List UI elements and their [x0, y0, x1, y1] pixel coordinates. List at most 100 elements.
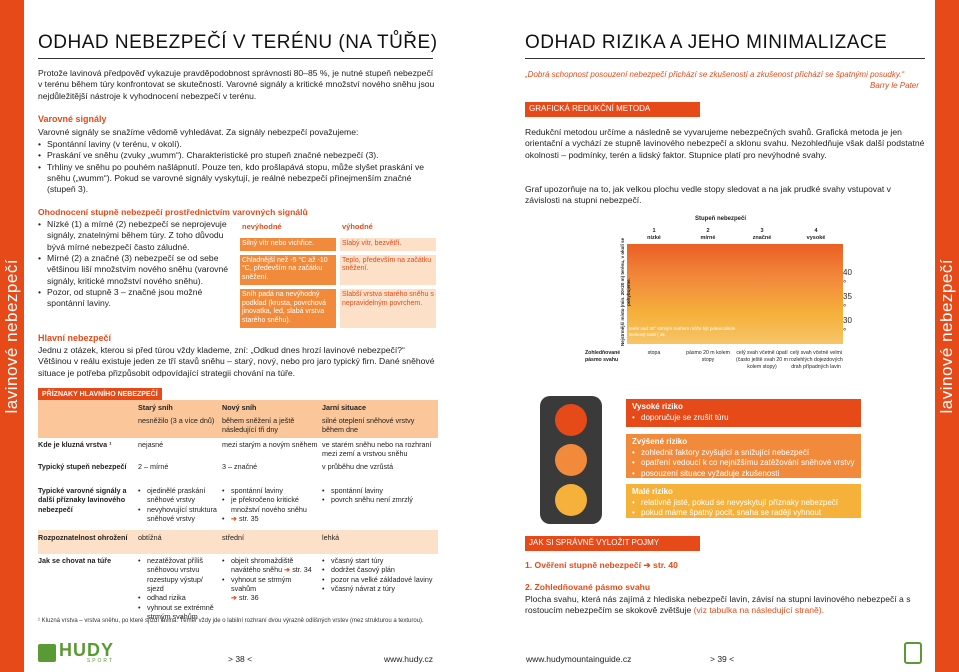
yellow-light-icon — [555, 484, 587, 516]
risk-elevated: Zvýšené riziko zohlednit faktory zvyšují… — [626, 434, 861, 480]
angle-35: 35 ° — [605, 292, 620, 301]
side-label-left: lavinové nebezpečí — [1, 258, 21, 414]
step-2: 2. Zohledňované pásmo svahu — [525, 582, 651, 592]
level-num: 1 — [652, 228, 656, 234]
method-label: GRAFICKÁ REDUKČNÍ METODA — [525, 102, 700, 117]
page-number-right: > 39 < — [710, 654, 735, 664]
inner-note: terén nad 30° strmým svahem může být pot… — [629, 326, 736, 337]
estimate-list: Nízké (1) a mírné (2) nebezpečí se nepro… — [38, 219, 233, 310]
hudy-logo[interactable]: HUDY SPORT — [38, 641, 114, 665]
risk-item: pokud máme špatný pocit, snaha se raději… — [632, 508, 855, 519]
estimate-item: Mírné (2) a značné (3) nebezpečí se od s… — [38, 253, 233, 287]
url-right[interactable]: www.hudymountainguide.cz — [526, 654, 632, 664]
url-left[interactable]: www.hudy.cz — [384, 654, 433, 664]
level-name: mírné — [700, 235, 716, 242]
step-1-text: 1. Ověření stupně nebezpečí — [525, 560, 642, 570]
risk-high: Vysoké riziko doporučuje se zrušit túru — [626, 399, 861, 427]
zone-cell: celý svah včetně úpatí (často ještě svah… — [736, 350, 788, 370]
cell-item: spontánní laviny — [322, 486, 434, 496]
traffic-light-icon — [540, 396, 602, 524]
cell-item: odhad rizika — [138, 593, 220, 603]
unfavorable-cell: Chladnější než -5 °C až -10 °C, předevší… — [240, 254, 336, 285]
angle-30: 30 ° — [605, 316, 620, 325]
page-ref[interactable]: str. 36 — [239, 593, 259, 603]
angle-35-right: 35 ° — [843, 292, 852, 312]
risk-item: opatření vedoucí k co nejnižšímu zatěžov… — [632, 458, 855, 469]
estimate-heading: Ohodnocení stupně nebezpečí prostřednict… — [38, 207, 308, 217]
new-snow-factor-table: nevýhodné výhodné Silný vítr nebo vichři… — [240, 220, 438, 328]
level-4: 4 vysoké — [789, 228, 843, 243]
warn-heading: Varovné signály — [38, 114, 107, 124]
level-2: 2 mírné — [681, 228, 735, 243]
unfavorable-cell: Silný vítr nebo vichřice. — [240, 237, 336, 251]
cell-list: objeít shromaždiště navátého sněhu ➔ str… — [222, 556, 318, 603]
unfavorable-header: nevýhodné — [242, 222, 282, 231]
side-bar-right: lavinové nebezpečí — [935, 0, 959, 672]
left-title-rule — [38, 58, 433, 59]
level-3: 3 značné — [735, 228, 789, 243]
cell-list: spontánní laviny je překročeno kritické … — [222, 486, 318, 524]
cell-text: objeít shromaždiště navátého sněhu — [231, 556, 294, 575]
graph-text: Graf upozorňuje na to, jak velkou plochu… — [525, 184, 891, 206]
angle-40: 40 ° — [605, 268, 620, 277]
risk-item: posouzení situace vyžaduje zkušenosti — [632, 469, 855, 480]
step-2-tail: (viz tabulka na následující straně). — [693, 605, 825, 616]
cell-item: dodržet časový plán — [322, 565, 434, 575]
mountain-guide-logo-icon[interactable] — [904, 642, 922, 664]
level-name: vysoké — [806, 235, 826, 242]
right-title: ODHAD RIZIKA A JEHO MINIMALIZACE — [525, 32, 888, 53]
favorable-cell: Slabší vrstva starého sněhu s nepravidel… — [340, 288, 436, 328]
main-danger-table: Starý sníh Nový sníh Jarní situace nesně… — [38, 400, 438, 622]
level-num: 4 — [814, 228, 818, 234]
orange-light-icon — [555, 444, 587, 476]
level-1: 1 nízké — [627, 228, 681, 243]
angle-30-right: 30 ° — [843, 316, 852, 336]
favorable-cell: Slabý vítr, bezvětří. — [340, 237, 436, 251]
cell: silné oteplení sněhové vrstvy během dne — [322, 416, 415, 435]
level-num: 2 — [706, 228, 710, 234]
estimate-item: Pozor, od stupně 3 – značné jsou možné s… — [38, 287, 233, 310]
cell-item: povrch sněhu není zmrzlý — [322, 495, 434, 505]
cell: lehká — [322, 533, 340, 542]
favorable-cell: Teplo, především na začátku sněžení. — [340, 254, 436, 285]
logo-mark-icon — [38, 644, 56, 663]
method-text: Redukční metodou určíme a následně se vy… — [525, 127, 925, 160]
chart-top-label: Stupeň nebezpečí — [695, 216, 747, 222]
cell: 2 – mírné — [138, 462, 169, 471]
risk-low: Malé riziko relativně jisté, pokud se ne… — [626, 484, 861, 518]
cell-list: včasný start túry dodržet časový plán po… — [322, 556, 434, 594]
main-danger-text: Jednu z otázek, kterou si před túrou vžd… — [38, 345, 435, 378]
page-ref[interactable]: str. 34 — [292, 565, 312, 575]
favorable-header: výhodné — [342, 222, 373, 231]
row-label: Kde je kluzná vrstva ¹ — [38, 440, 112, 449]
row-label: Typické varovné signály a další příznaky… — [38, 486, 127, 514]
risk-item: zohlednit faktory zvyšující a snižující … — [632, 448, 855, 459]
cell-item: vyhnout se extrémně strmým svahům — [138, 603, 220, 622]
step-2-body: Plocha svahu, která nás zajímá z hledisk… — [525, 594, 911, 616]
col-old-snow: Starý sníh — [138, 403, 173, 412]
cell-ref[interactable]: ➔ str. 35 — [222, 514, 318, 524]
chart-field — [627, 226, 843, 344]
col-new-snow: Nový sníh — [222, 403, 257, 412]
cell: 3 – značné — [222, 462, 258, 471]
risk-title: Zvýšené riziko — [632, 437, 688, 446]
warn-item: Spontánní laviny (v terénu, v okolí). — [38, 139, 438, 151]
page-ref[interactable]: str. 40 — [653, 560, 678, 570]
level-name: značné — [752, 235, 772, 242]
right-title-rule — [525, 58, 925, 59]
cell-list: ojedinělé praskání sněhové vrstvy nevyho… — [138, 486, 218, 523]
red-light-icon — [555, 404, 587, 436]
warn-text: Varovné signály se snažíme vědomě vyhled… — [38, 127, 359, 137]
cell-item: včasný návrat z túry — [322, 584, 434, 594]
side-bar-left: lavinové nebezpečí — [0, 0, 24, 672]
cell: nejasné — [138, 440, 164, 449]
unfavorable-cell: Sníh padá na nevýhodný podklad (krusta, … — [240, 288, 336, 328]
warn-item: Trhliny ve sněhu po pouhém našlápnutí. P… — [38, 162, 438, 196]
cell: obtížná — [138, 533, 162, 542]
main-danger-heading: Hlavní nebezpečí — [38, 333, 112, 343]
zone-row-label: Zohledňované pásmo svahu — [585, 350, 621, 363]
page-number-left: > 38 < — [228, 654, 253, 664]
cell-item: spontánní laviny — [222, 486, 318, 496]
left-title: ODHAD NEBEZPEČÍ V TERÉNU (NA TŮŘE) — [38, 32, 438, 53]
cell: v průběhu dne vzrůstá — [322, 462, 394, 471]
